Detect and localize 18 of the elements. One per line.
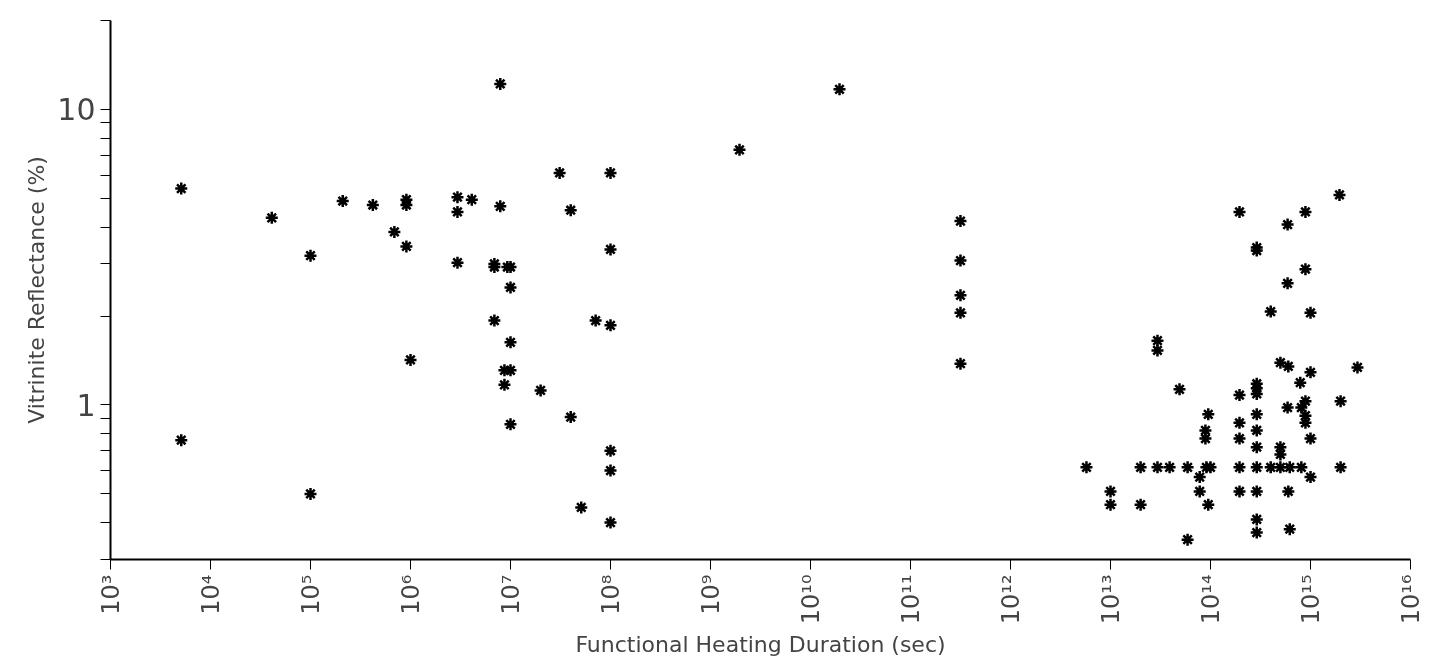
y-tick-label: 10 — [57, 92, 96, 128]
x-axis-title: Functional Heating Duration (sec) — [575, 632, 946, 658]
x-tick-label: 10⁸ — [596, 574, 625, 615]
x-tick-label: 10⁷ — [496, 574, 525, 615]
x-tick-label: 10¹⁴ — [1196, 574, 1225, 625]
x-tick-label: 10⁵ — [296, 574, 325, 615]
x-tick-label: 10⁹ — [696, 574, 725, 615]
x-tick-label: 10⁶ — [396, 574, 425, 615]
x-tick-label: 10¹⁵ — [1296, 574, 1325, 625]
y-tick-label: 1 — [76, 387, 96, 423]
y-axis-title: Vitrinite Reflectance (%) — [24, 156, 50, 424]
x-tick-label: 10³ — [96, 574, 125, 615]
x-tick-label: 10¹² — [996, 574, 1025, 625]
x-tick-label: 10¹¹ — [896, 574, 925, 625]
x-tick-label: 10⁴ — [196, 574, 225, 615]
x-tick-label: 10¹⁰ — [796, 574, 825, 625]
x-tick-label: 10¹⁶ — [1396, 574, 1425, 625]
x-tick-label: 10¹³ — [1096, 574, 1125, 625]
